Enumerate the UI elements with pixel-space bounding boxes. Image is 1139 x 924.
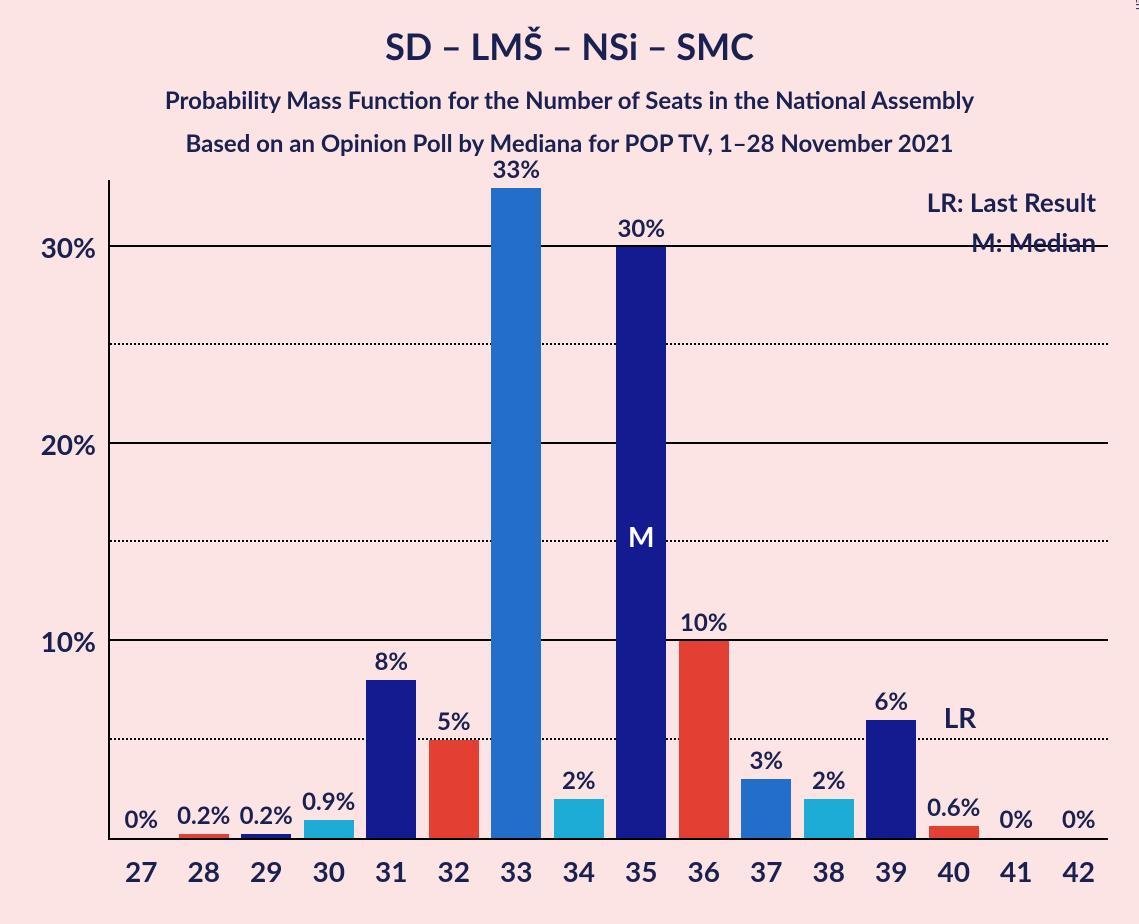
bar: 0.9% [304,820,354,838]
bar: 30%M [616,247,666,838]
bar: 33% [491,188,541,838]
bar: 8% [366,680,416,838]
bar: 0.2% [179,834,229,838]
gridline [110,442,1108,444]
x-axis-tick-label: 27 [125,838,157,888]
chart-subtitle-1: Probability Mass Function for the Number… [0,68,1139,115]
bar-value-label: 0% [999,805,1033,838]
y-axis-tick-label: 30% [41,230,110,264]
bar: 2% [804,799,854,838]
bar-value-label: 33% [492,155,540,188]
x-axis-tick-label: 29 [250,838,282,888]
chart-subtitle-2: Based on an Opinion Poll by Mediana for … [0,115,1139,158]
gridline-minor [110,738,1108,740]
bar-value-label: 0.9% [302,787,355,820]
bar-value-label: 10% [680,608,728,641]
legend-lr: LR: Last Result [927,186,1096,218]
last-result-marker: LR [944,700,977,734]
bar-value-label: 2% [562,766,596,799]
x-axis-tick-label: 36 [688,838,720,888]
bar: 6% [866,720,916,838]
chart-plot-area: 10%20%30%2728293031323334353637383940414… [108,180,1108,840]
y-axis-tick-label: 10% [41,624,110,658]
bar-value-label: 3% [749,746,783,779]
copyright-text: © 2021 Filip van Laenen [1133,0,1139,10]
bar-value-label: 5% [437,707,471,740]
bar: 10% [679,641,729,838]
median-marker: M [628,519,654,553]
x-axis-tick-label: 28 [188,838,220,888]
x-axis-tick-label: 30 [313,838,345,888]
x-axis-tick-label: 41 [1000,838,1032,888]
x-axis-tick-label: 37 [750,838,782,888]
gridline [110,639,1108,641]
bar: 2% [554,799,604,838]
gridline-minor [110,343,1108,345]
bar-value-label: 0.6% [927,793,980,826]
gridline-minor [110,540,1108,542]
bar-value-label: 2% [812,766,846,799]
bar-value-label: 0% [124,805,158,838]
x-axis-tick-label: 35 [625,838,657,888]
bar-value-label: 0.2% [177,801,230,834]
bar: 0.6% [929,826,979,838]
x-axis-tick-label: 39 [875,838,907,888]
bar-value-label: 0% [1062,805,1096,838]
legend-m: M: Median [927,226,1096,258]
x-axis-tick-label: 38 [813,838,845,888]
bar: 3% [741,779,791,838]
bar-value-label: 0.2% [240,801,293,834]
x-axis-tick-label: 32 [438,838,470,888]
x-axis-tick-label: 31 [375,838,407,888]
bar: 5% [429,740,479,839]
chart-title: SD – LMŠ – NSi – SMC [0,0,1139,68]
x-axis-tick-label: 42 [1063,838,1095,888]
bar-value-label: 8% [374,647,408,680]
y-axis-tick-label: 20% [41,427,110,461]
x-axis-tick-label: 33 [500,838,532,888]
legend: LR: Last Result M: Median [927,186,1096,258]
bar-value-label: 30% [617,214,665,247]
x-axis-tick-label: 40 [938,838,970,888]
bar-value-label: 6% [874,687,908,720]
x-axis-tick-label: 34 [563,838,595,888]
bar: 0.2% [241,834,291,838]
